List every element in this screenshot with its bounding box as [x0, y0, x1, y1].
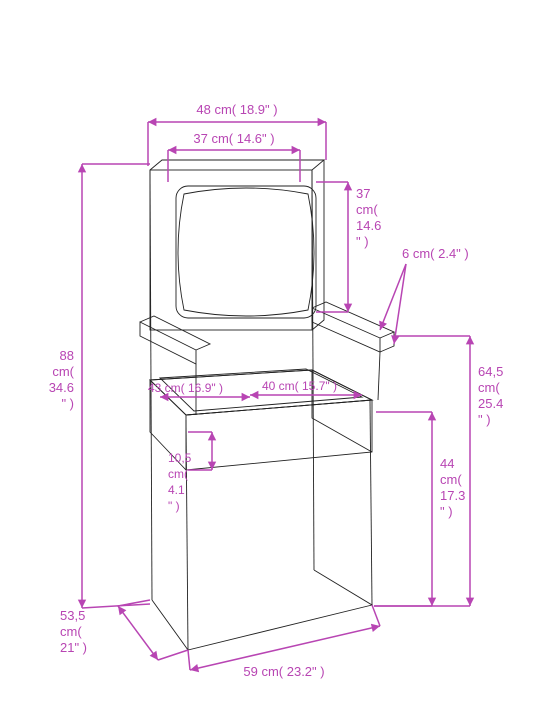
svg-text:64,5: 64,5 — [478, 364, 503, 379]
dim-44cm: 44 cm( 17.3 " ) 44 cm( 17.3" ) — [0, 0, 465, 606]
dim-43cm-label: 43 cm( 16.9" ) — [148, 381, 223, 395]
dim-6cm-label: 6 cm( 2.4" ) — [402, 246, 469, 261]
svg-text:" ): " ) — [478, 412, 491, 427]
dim-88cm: 88 cm( 34.6 " ) 88 cm( 34.6" ) — [0, 0, 150, 608]
dim-37cm-top: 37 cm( 14.6" ) — [168, 131, 300, 182]
dim-105cm: 10,5 cm( 4.1 " ) 10,5 cm( 4.1" ) — [0, 0, 212, 513]
svg-text:cm(: cm( — [60, 624, 82, 639]
svg-text:cm(: cm( — [478, 380, 500, 395]
dim-59cm-label: 59 cm( 23.2" ) — [243, 664, 324, 679]
dim-37cm-top-label: 37 cm( 14.6" ) — [193, 131, 274, 146]
svg-text:44: 44 — [440, 456, 454, 471]
svg-text:21" ): 21" ) — [60, 640, 87, 655]
svg-text:14.6: 14.6 — [356, 218, 381, 233]
dim-6cm: 6 cm( 2.4" ) — [380, 246, 469, 344]
svg-text:cm(: cm( — [52, 364, 74, 379]
dim-48cm-label: 48 cm( 18.9" ) — [196, 102, 277, 117]
svg-text:4.1: 4.1 — [168, 483, 185, 497]
svg-text:25.4: 25.4 — [478, 396, 503, 411]
svg-text:cm(: cm( — [168, 467, 188, 481]
svg-text:" ): " ) — [440, 504, 453, 519]
svg-text:88: 88 — [60, 348, 74, 363]
svg-text:34.6: 34.6 — [49, 380, 74, 395]
svg-text:cm(: cm( — [356, 202, 378, 217]
svg-text:10,5: 10,5 — [168, 451, 192, 465]
svg-text:17.3: 17.3 — [440, 488, 465, 503]
dim-59cm: 59 cm( 23.2" ) — [188, 605, 380, 679]
svg-text:53,5: 53,5 — [60, 608, 85, 623]
dim-645cm: 64,5 cm( 25.4 " ) 64,5 cm( 25.4" ) — [0, 0, 503, 606]
svg-text:37: 37 — [356, 186, 370, 201]
svg-text:cm(: cm( — [440, 472, 462, 487]
svg-text:" ): " ) — [356, 234, 369, 249]
svg-text:" ): " ) — [168, 499, 180, 513]
dim-40cm-label: 40 cm( 15.7" ) — [262, 379, 337, 393]
svg-text:" ): " ) — [61, 396, 74, 411]
dim-43cm: 43 cm( 16.9" ) — [148, 381, 250, 397]
